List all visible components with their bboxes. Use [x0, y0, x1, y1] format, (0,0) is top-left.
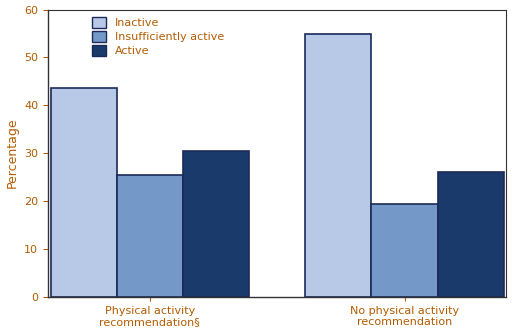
- Bar: [371, 204, 438, 297]
- Bar: [51, 88, 117, 297]
- Legend: Inactive, Insufficiently active, Active: Inactive, Insufficiently active, Active: [90, 15, 226, 59]
- Bar: [305, 34, 371, 297]
- Bar: [438, 172, 504, 297]
- Bar: [183, 151, 249, 297]
- Y-axis label: Percentage: Percentage: [6, 118, 18, 188]
- Bar: [117, 175, 183, 297]
